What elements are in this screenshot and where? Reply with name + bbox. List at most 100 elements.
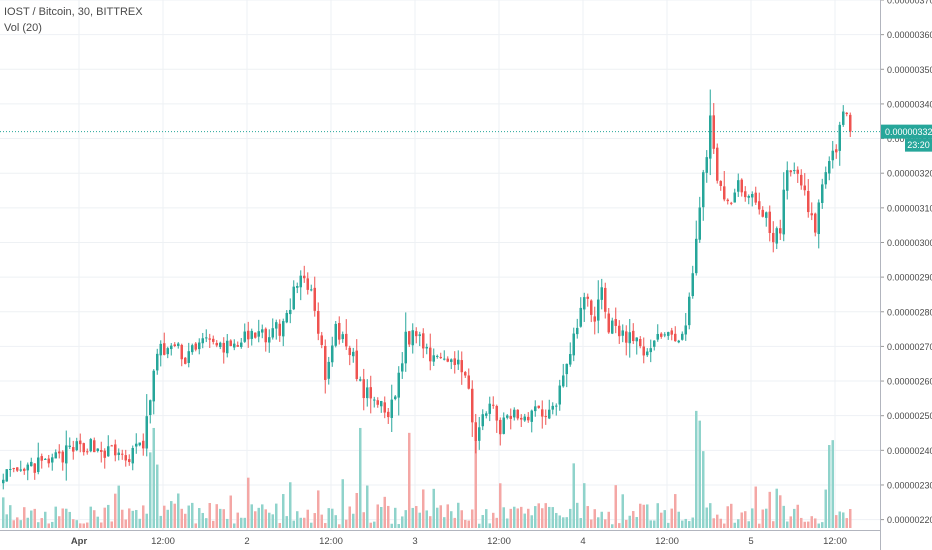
- candle: [68, 437, 71, 450]
- volume-bar: [793, 508, 796, 528]
- candle: [436, 354, 439, 359]
- volume-bar: [684, 518, 687, 528]
- volume-bar: [93, 510, 96, 528]
- candle: [373, 396, 376, 408]
- candle: [814, 212, 817, 237]
- candle: [765, 211, 768, 227]
- volume-bar: [499, 483, 502, 528]
- candle: [492, 396, 495, 409]
- candle: [614, 307, 617, 334]
- y-tick-label: 0.00000240: [887, 446, 932, 456]
- volume-bar: [845, 518, 848, 528]
- candle: [40, 453, 43, 469]
- volume-bar: [457, 502, 460, 528]
- candle: [649, 339, 652, 363]
- candle: [842, 105, 845, 127]
- volume-bar: [296, 511, 299, 528]
- candle: [278, 319, 281, 342]
- volume-bar: [814, 518, 817, 528]
- candle: [527, 412, 530, 423]
- volume-bar: [488, 523, 491, 528]
- volume-bar: [229, 495, 232, 528]
- legend: IOST / Bitcoin, 30, BITTREX Vol (20): [4, 4, 143, 36]
- x-axis[interactable]: Apr 12:00 2 12:00 3 12:00 4 12:00 5 12:00: [0, 530, 880, 548]
- candle: [257, 319, 260, 343]
- candle: [142, 433, 145, 456]
- candle: [726, 198, 729, 205]
- volume-bar: [341, 479, 344, 528]
- candle: [831, 140, 834, 169]
- symbol-title[interactable]: IOST / Bitcoin, 30, BITTREX: [4, 6, 143, 18]
- candle: [835, 144, 838, 159]
- candle: [520, 414, 523, 427]
- candle: [733, 188, 736, 203]
- volume-bar: [187, 505, 190, 528]
- volume-bar: [37, 522, 40, 528]
- candle: [317, 302, 320, 341]
- candle: [173, 342, 176, 348]
- volume-bar: [646, 504, 649, 528]
- volume-bar: [348, 506, 351, 528]
- volume-bar: [453, 517, 456, 528]
- volume-bar: [282, 494, 285, 528]
- y-tick-label: 0.00000320: [887, 169, 932, 179]
- candle: [621, 324, 624, 343]
- candle: [369, 375, 372, 414]
- candle: [828, 156, 831, 181]
- candle: [460, 351, 463, 385]
- volume-bar: [628, 515, 631, 528]
- candle: [282, 318, 285, 347]
- volume-bar: [215, 504, 218, 528]
- volume-bar: [373, 521, 376, 528]
- y-axis[interactable]: 0.00000220 0.00000230 0.00000240 0.00000250…: [880, 0, 932, 550]
- candle: [222, 337, 225, 364]
- volume-bar: [397, 524, 400, 528]
- candle: [240, 338, 243, 349]
- volume-bar: [821, 522, 824, 528]
- candle: [845, 112, 848, 117]
- volume-bar: [513, 506, 516, 528]
- volume-bar: [786, 521, 789, 528]
- volume-bar: [79, 523, 82, 528]
- volume-bar: [313, 513, 316, 528]
- candle: [408, 330, 411, 347]
- candle: [541, 400, 544, 429]
- volume-bar: [660, 512, 663, 528]
- candle: [250, 328, 253, 346]
- candle: [467, 368, 470, 390]
- candle: [744, 186, 747, 202]
- candle: [107, 435, 110, 457]
- candle: [779, 219, 782, 240]
- candle: [838, 121, 841, 166]
- volume-bar: [551, 507, 554, 528]
- candle: [579, 297, 582, 328]
- candle: [194, 342, 197, 352]
- candle: [730, 201, 733, 206]
- volume-bar: [121, 509, 124, 528]
- candle: [131, 445, 134, 471]
- candle: [114, 439, 117, 462]
- candle: [205, 329, 208, 343]
- candle: [338, 316, 341, 345]
- x-tick-label: 12:00: [487, 536, 511, 547]
- candle: [562, 363, 565, 388]
- candle: [93, 437, 96, 453]
- candle: [96, 448, 99, 453]
- candle: [411, 323, 414, 354]
- candle: [387, 408, 390, 424]
- volume-bar: [670, 508, 673, 528]
- candle: [439, 352, 442, 359]
- volume-bar: [320, 514, 323, 528]
- volume-bar: [446, 504, 449, 528]
- candle: [264, 327, 267, 352]
- candle: [810, 202, 813, 221]
- volume-indicator-label[interactable]: Vol (20): [4, 22, 42, 34]
- candle: [604, 282, 607, 319]
- volume-bar: [359, 427, 362, 528]
- last-price-label[interactable]: 0.00000332: [881, 124, 932, 139]
- candle: [306, 272, 309, 295]
- volume-bar: [649, 520, 652, 528]
- countdown-label: 23:20: [905, 138, 932, 152]
